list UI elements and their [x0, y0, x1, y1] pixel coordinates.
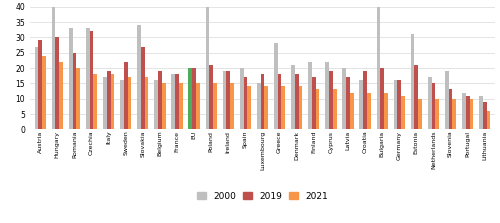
Bar — [360, 80, 363, 129]
Bar — [244, 77, 248, 129]
Bar — [38, 40, 42, 129]
Bar — [448, 89, 452, 129]
Bar — [414, 65, 418, 129]
Bar — [257, 83, 260, 129]
Bar — [410, 34, 414, 129]
Bar — [342, 68, 346, 129]
Bar — [188, 68, 192, 129]
Bar — [329, 71, 333, 129]
Bar — [34, 47, 38, 129]
Bar — [264, 87, 268, 129]
Bar — [394, 80, 398, 129]
Bar — [466, 96, 469, 129]
Bar — [298, 87, 302, 129]
Bar — [94, 74, 97, 129]
Bar — [384, 93, 388, 129]
Bar — [363, 71, 367, 129]
Bar — [274, 43, 278, 129]
Bar — [192, 68, 196, 129]
Bar — [452, 99, 456, 129]
Bar — [213, 83, 217, 129]
Bar — [144, 77, 148, 129]
Bar — [222, 71, 226, 129]
Bar — [56, 37, 59, 129]
Bar — [179, 83, 182, 129]
Bar — [333, 89, 336, 129]
Bar — [308, 62, 312, 129]
Bar — [59, 62, 63, 129]
Bar — [103, 77, 107, 129]
Bar — [52, 7, 56, 129]
Bar — [210, 65, 213, 129]
Bar — [158, 71, 162, 129]
Bar — [107, 71, 110, 129]
Bar — [325, 62, 329, 129]
Bar — [260, 74, 264, 129]
Bar — [248, 87, 251, 129]
Bar — [401, 96, 405, 129]
Bar — [128, 77, 132, 129]
Bar — [226, 71, 230, 129]
Bar — [486, 111, 490, 129]
Bar — [380, 68, 384, 129]
Bar — [110, 74, 114, 129]
Bar — [76, 68, 80, 129]
Bar — [428, 77, 432, 129]
Bar — [282, 87, 285, 129]
Bar — [90, 31, 94, 129]
Bar — [312, 77, 316, 129]
Bar — [350, 93, 354, 129]
Bar — [137, 25, 141, 129]
Bar — [291, 65, 295, 129]
Bar — [376, 4, 380, 129]
Bar — [462, 93, 466, 129]
Bar — [162, 83, 166, 129]
Bar — [124, 62, 128, 129]
Bar — [367, 93, 370, 129]
Bar — [230, 83, 234, 129]
Bar — [42, 56, 46, 129]
Bar — [172, 74, 175, 129]
Bar — [86, 28, 90, 129]
Bar — [470, 99, 474, 129]
Bar — [154, 80, 158, 129]
Bar — [445, 71, 448, 129]
Bar — [196, 83, 200, 129]
Bar — [398, 80, 401, 129]
Bar — [69, 28, 72, 129]
Bar — [432, 83, 436, 129]
Bar — [206, 7, 210, 129]
Bar — [175, 74, 179, 129]
Bar — [141, 47, 144, 129]
Bar — [436, 99, 439, 129]
Bar — [346, 77, 350, 129]
Bar — [72, 53, 76, 129]
Bar — [120, 80, 124, 129]
Bar — [295, 74, 298, 129]
Bar — [316, 89, 320, 129]
Bar — [278, 74, 281, 129]
Legend: 2000, 2019, 2021: 2000, 2019, 2021 — [196, 192, 328, 201]
Bar — [479, 96, 483, 129]
Bar — [483, 102, 486, 129]
Bar — [240, 68, 244, 129]
Bar — [418, 99, 422, 129]
